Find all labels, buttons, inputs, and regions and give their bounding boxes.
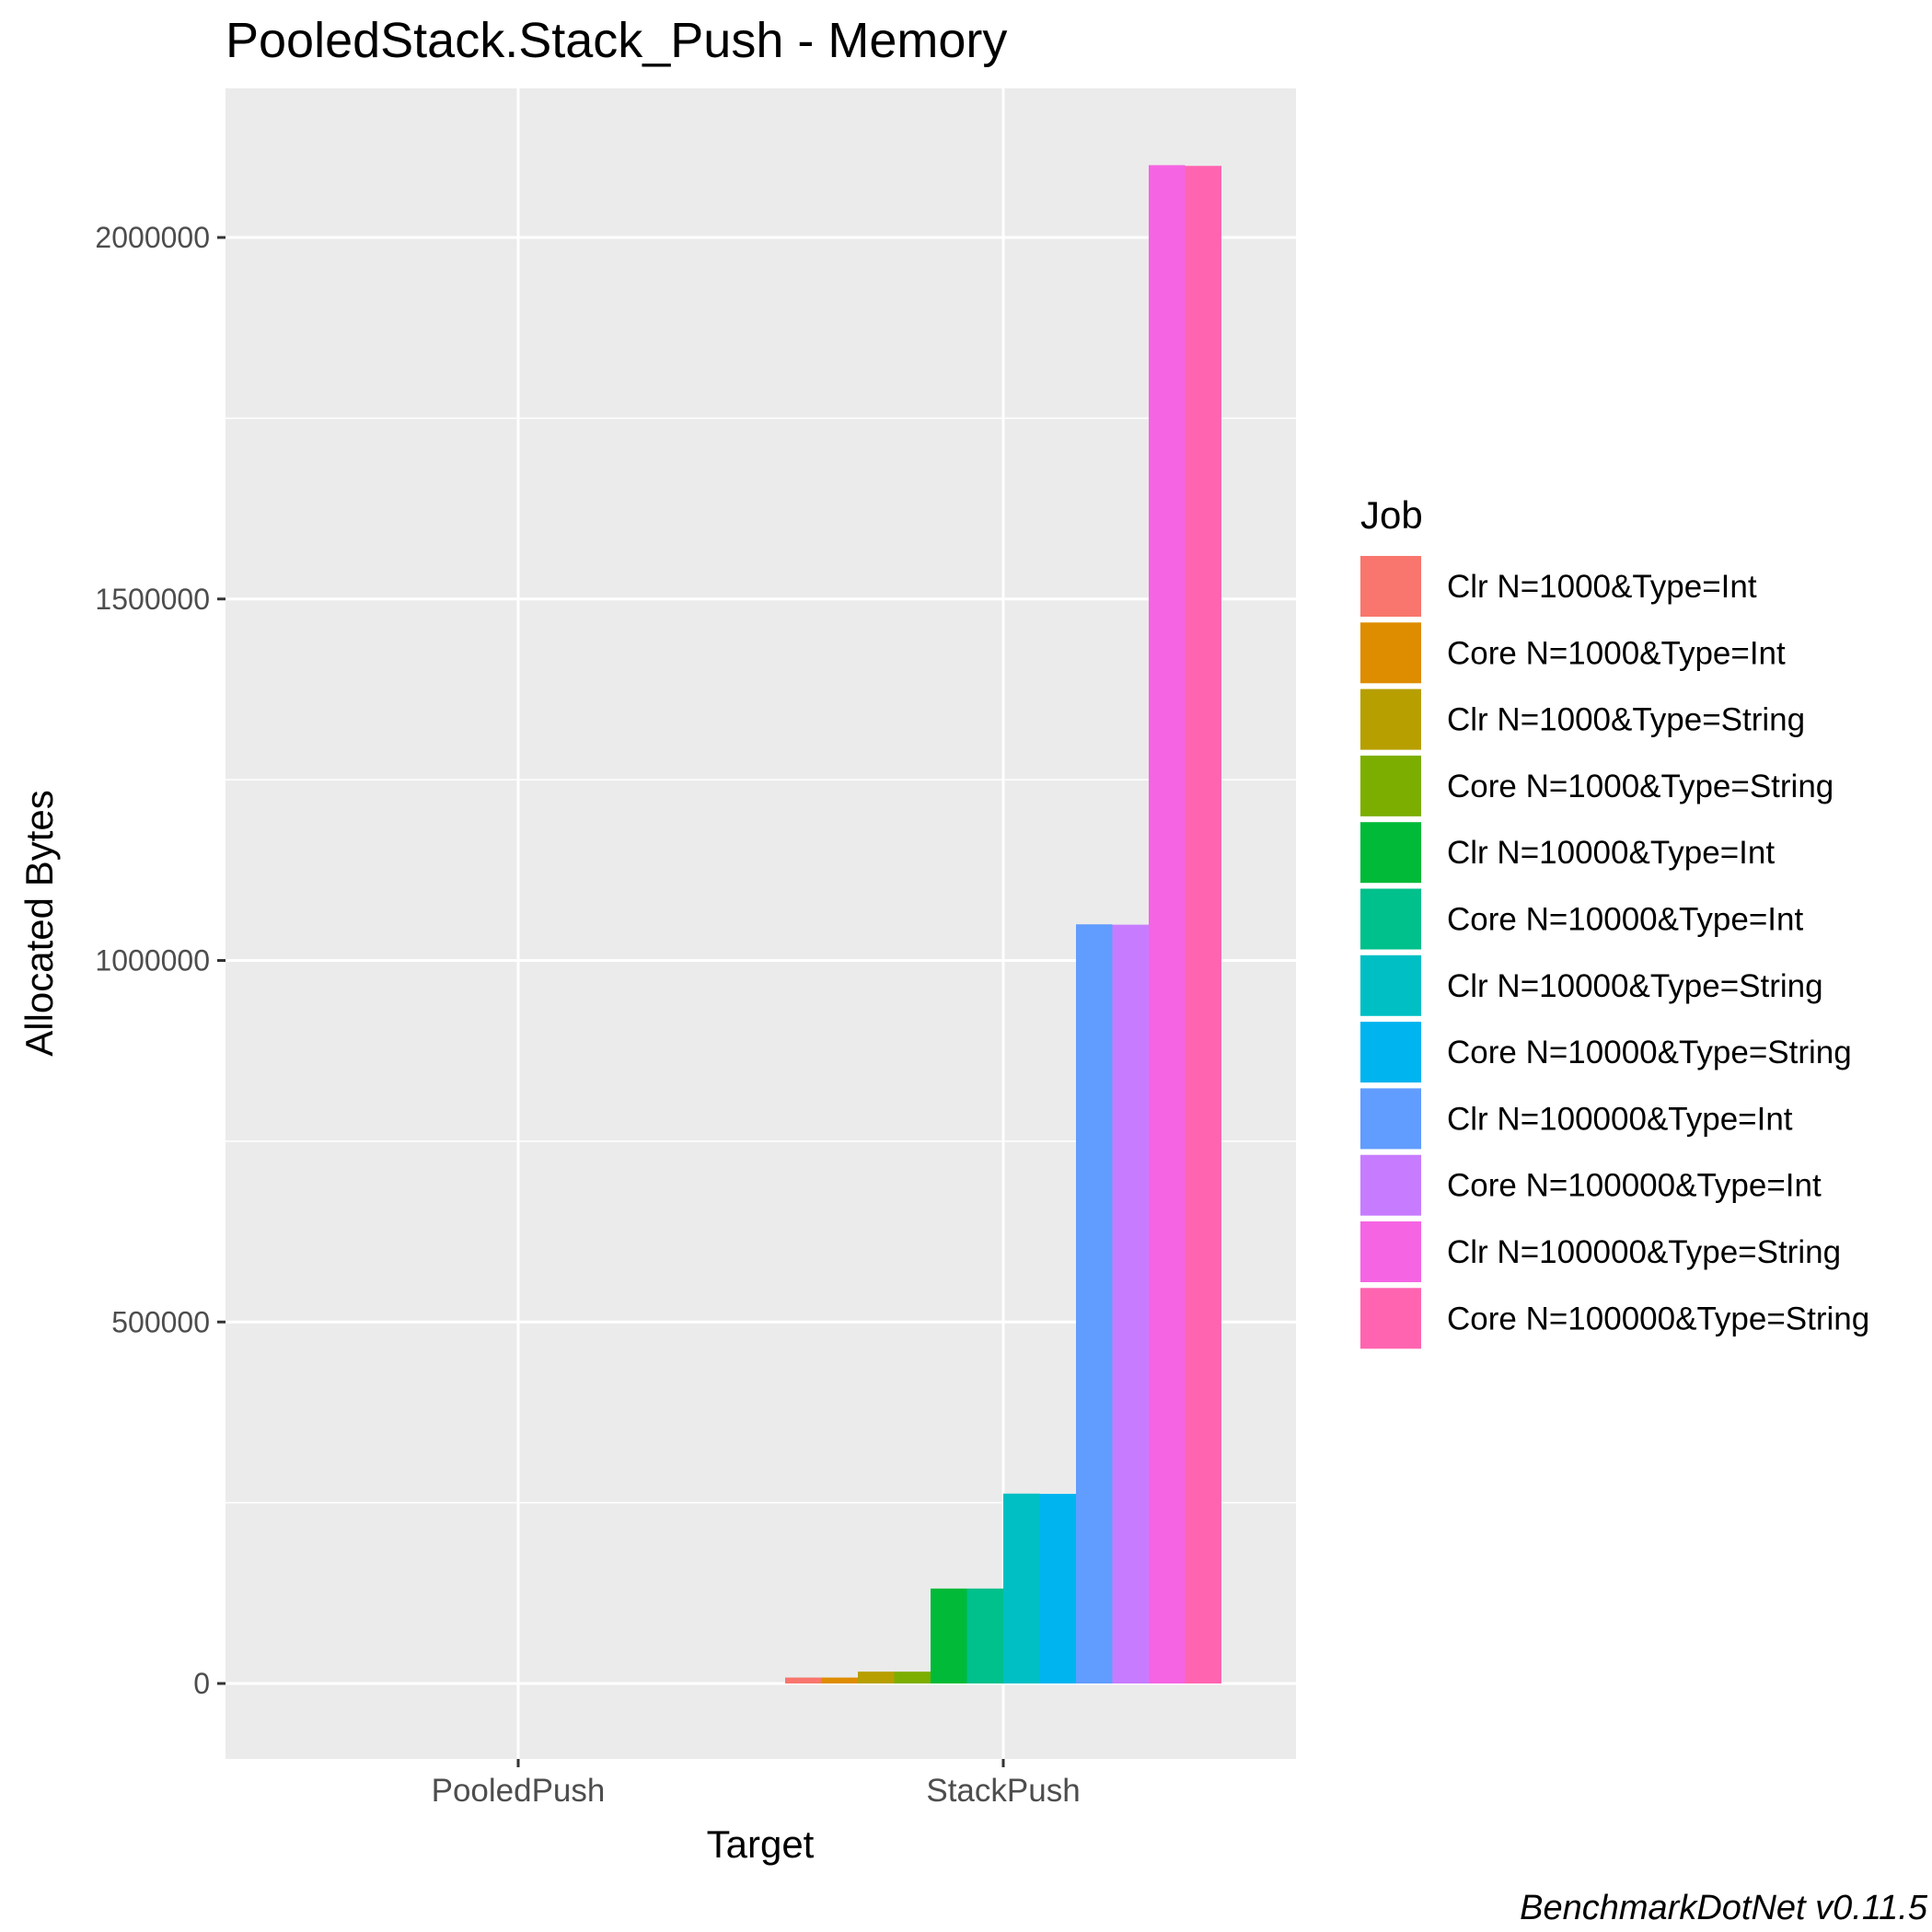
bar xyxy=(1112,924,1149,1683)
x-tick-label: PooledPush xyxy=(432,1773,606,1809)
chart-title: PooledStack.Stack_Push - Memory xyxy=(226,13,1007,68)
legend-key xyxy=(1360,1154,1421,1216)
bar xyxy=(821,1677,858,1683)
caption: BenchmarkDotNet v0.11.5 xyxy=(1520,1889,1928,1927)
bar xyxy=(858,1672,895,1683)
bars xyxy=(785,165,1221,1684)
bar xyxy=(894,1672,931,1683)
y-tick-label: 500000 xyxy=(111,1305,210,1338)
legend-label: Core N=100000&Type=String xyxy=(1447,1301,1869,1336)
bar xyxy=(1076,924,1113,1683)
bar xyxy=(1039,1493,1076,1683)
bar xyxy=(785,1677,822,1683)
x-tick-label: StackPush xyxy=(926,1773,1080,1809)
bar xyxy=(1003,1493,1040,1683)
legend-key xyxy=(1360,556,1421,617)
legend-key xyxy=(1360,888,1421,950)
legend-key xyxy=(1360,954,1421,1016)
y-axis: 0 500000 1000000 1500000 2000000 xyxy=(95,221,226,1700)
legend-label: Clr N=100000&Type=Int xyxy=(1447,1101,1793,1137)
y-tick-label: 1500000 xyxy=(95,583,210,616)
x-axis-label: Target xyxy=(707,1822,815,1866)
bar xyxy=(966,1588,1003,1683)
legend-key xyxy=(1360,622,1421,684)
legend-key xyxy=(1360,1221,1421,1282)
legend-label: Clr N=100000&Type=String xyxy=(1447,1234,1841,1270)
legend-label: Core N=100000&Type=Int xyxy=(1447,1168,1822,1204)
y-axis-label: Allocated Bytes xyxy=(17,790,61,1057)
legend-label: Clr N=10000&Type=Int xyxy=(1447,835,1775,871)
bar xyxy=(931,1588,967,1683)
y-tick-label: 1000000 xyxy=(95,944,210,978)
legend-label: Clr N=1000&Type=String xyxy=(1447,702,1805,738)
legend: Clr N=1000&Type=Int Core N=1000&Type=Int C… xyxy=(1360,556,1869,1349)
y-tick-label: 2000000 xyxy=(95,221,210,254)
x-axis: PooledPush StackPush xyxy=(432,1759,1081,1809)
legend-label: Clr N=10000&Type=String xyxy=(1447,968,1823,1004)
bar xyxy=(1149,165,1186,1684)
legend-label: Core N=10000&Type=Int xyxy=(1447,902,1803,938)
y-tick-label: 0 xyxy=(193,1667,210,1700)
legend-key xyxy=(1360,688,1421,750)
legend-title: Job xyxy=(1360,493,1423,537)
legend-label: Core N=10000&Type=String xyxy=(1447,1035,1852,1070)
legend-key xyxy=(1360,1022,1421,1083)
legend-label: Clr N=1000&Type=Int xyxy=(1447,569,1757,605)
legend-label: Core N=1000&Type=String xyxy=(1447,769,1834,804)
legend-label: Core N=1000&Type=Int xyxy=(1447,635,1786,671)
legend-key xyxy=(1360,755,1421,816)
bar xyxy=(1185,166,1221,1684)
legend-key xyxy=(1360,1088,1421,1150)
legend-key xyxy=(1360,1288,1421,1349)
legend-key xyxy=(1360,822,1421,884)
